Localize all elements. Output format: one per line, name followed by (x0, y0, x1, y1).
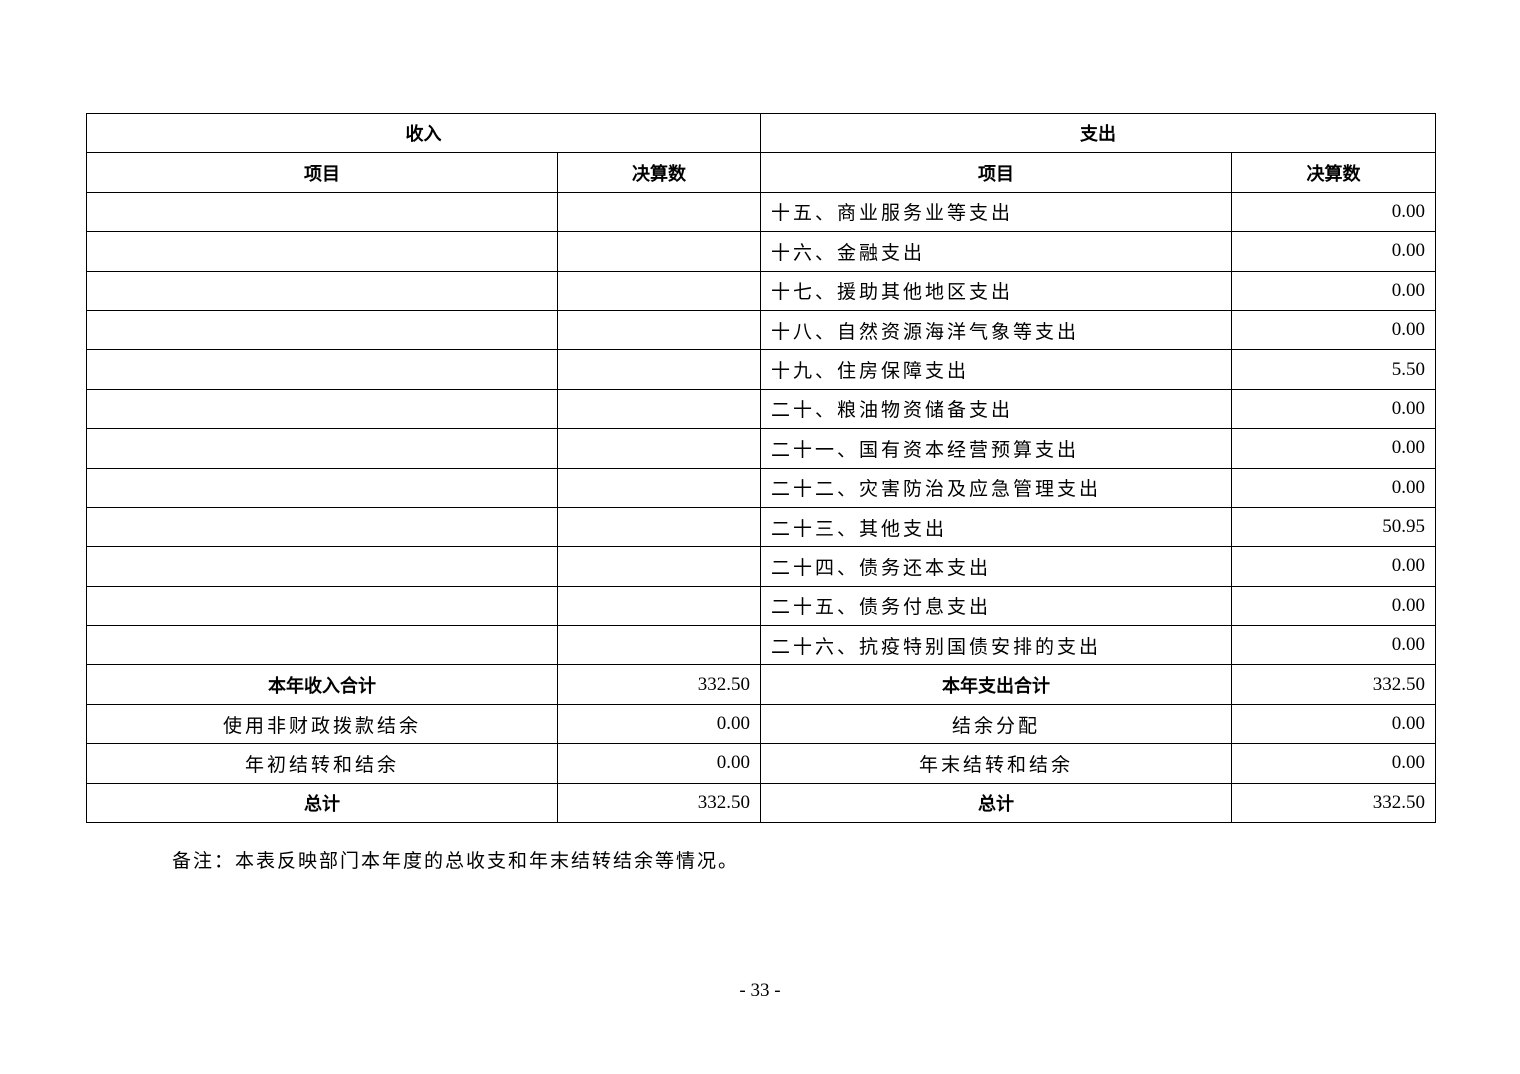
income-amount-cell (557, 625, 761, 666)
income-item-cell (86, 270, 558, 311)
income-summary-label: 总计 (86, 782, 558, 824)
income-item-cell (86, 546, 558, 587)
income-summary-label: 年初结转和结余 (86, 743, 558, 784)
income-amount-cell (557, 349, 761, 390)
table-row: 二十一、国有资本经营预算支出 0.00 (86, 428, 1436, 469)
expense-summary-label: 总计 (760, 782, 1232, 824)
expense-item-cell: 十九、住房保障支出 (760, 349, 1232, 390)
income-item-cell (86, 309, 558, 351)
income-summary-amount: 332.50 (557, 664, 761, 705)
expense-item-cell: 十六、金融支出 (760, 231, 1232, 272)
income-amount-cell (557, 428, 761, 469)
expense-amount-cell: 0.00 (1231, 270, 1436, 311)
income-amount-header: 决算数 (557, 152, 761, 193)
income-header: 收入 (86, 112, 761, 154)
income-amount-cell (557, 388, 761, 430)
expense-amount-cell: 0.00 (1231, 625, 1436, 666)
income-item-cell (86, 349, 558, 390)
table-row: 二十六、抗疫特别国债安排的支出 0.00 (86, 625, 1436, 666)
expense-amount-cell: 0.00 (1231, 309, 1436, 351)
expense-summary-amount: 332.50 (1231, 782, 1436, 824)
income-amount-cell (557, 506, 761, 548)
income-item-cell (86, 625, 558, 666)
income-summary-amount: 0.00 (557, 743, 761, 784)
expense-amount-cell: 0.00 (1231, 585, 1436, 627)
income-amount-cell (557, 546, 761, 587)
table-row: 二十五、债务付息支出 0.00 (86, 585, 1436, 627)
income-item-cell (86, 191, 558, 233)
summary-row: 年初结转和结余 0.00 年末结转和结余 0.00 (86, 743, 1436, 784)
summary-row: 本年收入合计 332.50 本年支出合计 332.50 (86, 664, 1436, 705)
expense-amount-header: 决算数 (1231, 152, 1436, 193)
expense-item-cell: 二十一、国有资本经营预算支出 (760, 428, 1232, 469)
summary-row: 总计 332.50 总计 332.50 (86, 782, 1436, 824)
expense-summary-label: 本年支出合计 (760, 664, 1232, 705)
income-summary-label: 本年收入合计 (86, 664, 558, 705)
income-item-cell (86, 467, 558, 508)
income-amount-cell (557, 585, 761, 627)
expense-header: 支出 (760, 112, 1436, 154)
expense-amount-cell: 0.00 (1231, 467, 1436, 508)
expense-amount-cell: 0.00 (1231, 546, 1436, 587)
expense-summary-amount: 0.00 (1231, 703, 1436, 745)
header-row-columns: 项目 决算数 项目 决算数 (86, 152, 1436, 193)
expense-item-cell: 十五、商业服务业等支出 (760, 191, 1232, 233)
table-note: 备注：本表反映部门本年度的总收支和年末结转结余等情况。 (172, 851, 740, 872)
expense-item-cell: 十七、援助其他地区支出 (760, 270, 1232, 311)
income-item-header: 项目 (86, 152, 558, 193)
expense-amount-cell: 50.95 (1231, 506, 1436, 548)
table-row: 十五、商业服务业等支出 0.00 (86, 191, 1436, 233)
expense-summary-amount: 332.50 (1231, 664, 1436, 705)
income-item-cell (86, 231, 558, 272)
income-item-cell (86, 388, 558, 430)
income-summary-amount: 332.50 (557, 782, 761, 824)
table-row: 十六、金融支出 0.00 (86, 231, 1436, 272)
income-item-cell (86, 428, 558, 469)
expense-item-cell: 二十四、债务还本支出 (760, 546, 1232, 587)
table-row: 二十四、债务还本支出 0.00 (86, 546, 1436, 587)
expense-amount-cell: 0.00 (1231, 231, 1436, 272)
expense-item-cell: 二十五、债务付息支出 (760, 585, 1232, 627)
expense-amount-cell: 0.00 (1231, 388, 1436, 430)
table-row: 二十三、其他支出 50.95 (86, 506, 1436, 548)
income-item-cell (86, 585, 558, 627)
income-amount-cell (557, 467, 761, 508)
income-expense-table: 收入 支出 项目 决算数 项目 决算数 十五、商业服务业等支出 0.00 十六、… (86, 112, 1436, 824)
income-summary-amount: 0.00 (557, 703, 761, 745)
expense-item-cell: 二十、粮油物资储备支出 (760, 388, 1232, 430)
expense-amount-cell: 0.00 (1231, 428, 1436, 469)
expense-summary-amount: 0.00 (1231, 743, 1436, 784)
expense-item-cell: 二十二、灾害防治及应急管理支出 (760, 467, 1232, 508)
page-number: - 33 - (739, 980, 781, 1001)
expense-item-cell: 二十六、抗疫特别国债安排的支出 (760, 625, 1232, 666)
header-row-groups: 收入 支出 (86, 112, 1436, 154)
expense-summary-label: 年末结转和结余 (760, 743, 1232, 784)
summary-row: 使用非财政拨款结余 0.00 结余分配 0.00 (86, 703, 1436, 745)
table-row: 二十二、灾害防治及应急管理支出 0.00 (86, 467, 1436, 508)
expense-amount-cell: 5.50 (1231, 349, 1436, 390)
income-item-cell (86, 506, 558, 548)
income-amount-cell (557, 231, 761, 272)
income-amount-cell (557, 270, 761, 311)
expense-item-cell: 十八、自然资源海洋气象等支出 (760, 309, 1232, 351)
income-amount-cell (557, 191, 761, 233)
expense-item-header: 项目 (760, 152, 1232, 193)
expense-amount-cell: 0.00 (1231, 191, 1436, 233)
table-row: 十七、援助其他地区支出 0.00 (86, 270, 1436, 311)
expense-summary-label: 结余分配 (760, 703, 1232, 745)
income-summary-label: 使用非财政拨款结余 (86, 703, 558, 745)
income-amount-cell (557, 309, 761, 351)
table-row: 十九、住房保障支出 5.50 (86, 349, 1436, 390)
table-row: 二十、粮油物资储备支出 0.00 (86, 388, 1436, 430)
table-row: 十八、自然资源海洋气象等支出 0.00 (86, 309, 1436, 351)
expense-item-cell: 二十三、其他支出 (760, 506, 1232, 548)
